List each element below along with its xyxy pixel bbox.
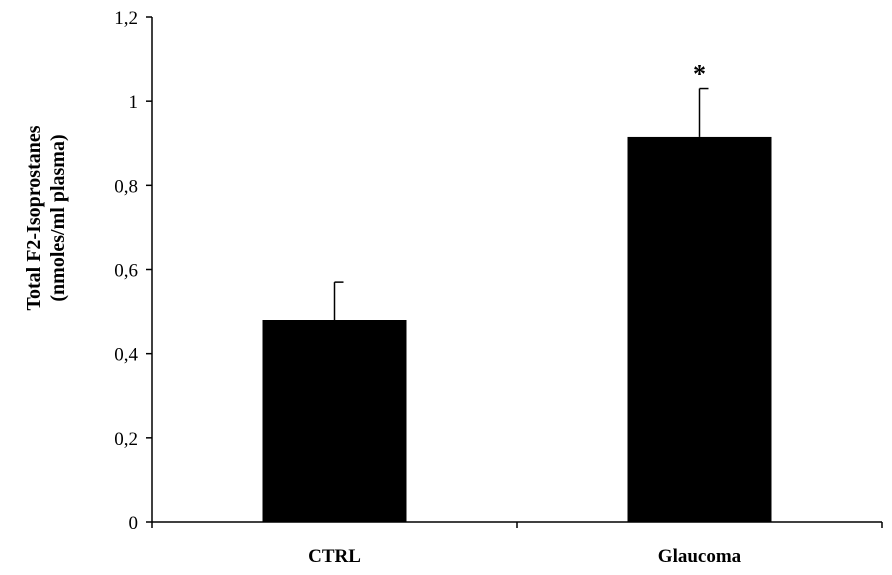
y-tick-label: 0,2 [114, 429, 138, 450]
y-axis-label-line-2: (nmoles/ml plasma) [47, 134, 69, 301]
y-tick-label: 0,4 [114, 345, 138, 366]
x-category-label: CTRL [308, 546, 361, 567]
y-axis-label: Total F2-Isoprostanes (nmoles/ml plasma) [23, 125, 69, 310]
y-axis-label-line-1: Total F2-Isoprostanes [23, 125, 45, 310]
x-category-label: Glaucoma [658, 546, 742, 567]
y-tick-label: 1 [129, 92, 139, 113]
chart-axes: 0 0,2 0,4 0,6 0,8 1 1,2 CTRL Glaucoma [114, 8, 883, 567]
significance-marker: * [693, 60, 706, 89]
y-tick-label: 0,6 [114, 261, 138, 282]
y-tick-label: 0,8 [114, 176, 138, 197]
bar-glaucoma [627, 136, 772, 522]
y-tick-label: 1,2 [114, 8, 138, 29]
chart-marks: * [262, 60, 772, 522]
bar-ctrl [262, 320, 407, 522]
y-tick-label: 0 [129, 513, 139, 534]
